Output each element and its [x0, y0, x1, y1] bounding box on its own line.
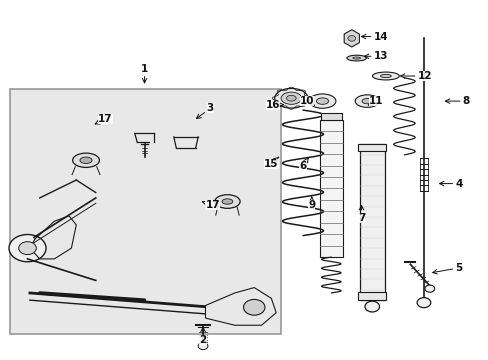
- Ellipse shape: [274, 88, 307, 108]
- Polygon shape: [344, 30, 359, 47]
- Circle shape: [416, 298, 430, 308]
- Circle shape: [9, 234, 46, 262]
- Text: 17: 17: [95, 114, 113, 124]
- Ellipse shape: [361, 98, 372, 104]
- Ellipse shape: [286, 95, 296, 101]
- Ellipse shape: [80, 157, 92, 163]
- Text: 15: 15: [264, 157, 278, 169]
- Bar: [358, 292, 386, 300]
- Text: 5: 5: [432, 263, 462, 274]
- Text: 1: 1: [141, 64, 148, 83]
- Bar: [10, 89, 281, 334]
- Text: 12: 12: [400, 71, 431, 81]
- Circle shape: [198, 342, 207, 350]
- Text: 3: 3: [196, 103, 214, 118]
- Ellipse shape: [281, 92, 301, 104]
- Bar: [319, 120, 342, 257]
- Text: 7: 7: [357, 206, 365, 222]
- Ellipse shape: [372, 72, 399, 80]
- Polygon shape: [205, 288, 276, 325]
- Ellipse shape: [346, 55, 366, 61]
- Ellipse shape: [73, 153, 99, 167]
- Text: 6: 6: [299, 158, 307, 171]
- Text: 17: 17: [202, 200, 220, 210]
- Text: 9: 9: [307, 197, 315, 210]
- Circle shape: [347, 36, 355, 41]
- Text: 16: 16: [265, 100, 283, 110]
- Ellipse shape: [352, 57, 360, 59]
- Bar: [359, 144, 384, 300]
- Bar: [358, 144, 386, 150]
- Ellipse shape: [316, 98, 328, 104]
- Ellipse shape: [222, 199, 232, 204]
- Circle shape: [364, 301, 379, 312]
- Ellipse shape: [308, 94, 335, 108]
- Text: 8: 8: [445, 96, 469, 106]
- Bar: [320, 113, 341, 120]
- Ellipse shape: [354, 95, 379, 107]
- Circle shape: [424, 285, 434, 292]
- Text: 13: 13: [364, 51, 387, 61]
- Text: 4: 4: [439, 179, 462, 189]
- Ellipse shape: [380, 75, 390, 78]
- Text: 14: 14: [361, 32, 387, 41]
- Text: 11: 11: [367, 96, 383, 106]
- Circle shape: [243, 300, 264, 315]
- Text: 2: 2: [199, 327, 206, 345]
- Circle shape: [19, 242, 36, 255]
- Ellipse shape: [214, 195, 240, 208]
- Text: 10: 10: [299, 96, 314, 106]
